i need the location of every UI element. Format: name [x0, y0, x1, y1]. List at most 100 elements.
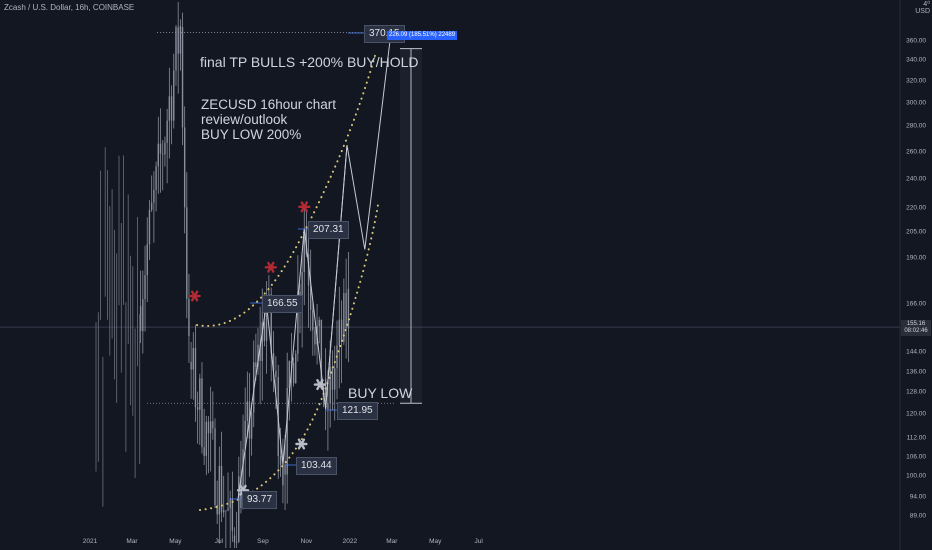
candle-body: [173, 70, 175, 121]
candle-body: [216, 504, 218, 515]
y-tick-label: 340.00: [906, 56, 926, 64]
candle-body: [338, 319, 340, 346]
projection-line: [237, 31, 392, 499]
candle-body: [139, 306, 142, 332]
price-levels: [147, 32, 422, 404]
candle-body: [314, 330, 316, 345]
candle-body: [227, 508, 229, 511]
candle-body: [214, 428, 216, 505]
x-tick-label: Mar: [126, 538, 138, 545]
candle-body: [275, 370, 277, 377]
x-tick-label: 2021: [82, 538, 98, 545]
price-label-121: 121.95: [337, 402, 378, 420]
current-price-value: 155.16: [906, 321, 926, 327]
candle-body: [290, 361, 293, 363]
candle-body: [288, 361, 291, 388]
y-tick-label: 89.00: [909, 512, 926, 520]
candle-body: [295, 353, 297, 384]
outlook-line-1: ZECUSD 16hour chart: [201, 97, 337, 112]
y-tick-label: 260.00: [906, 148, 926, 156]
y-tick-label: 240.00: [906, 175, 926, 183]
gray-asterisk-marker: [313, 379, 327, 391]
outlook-line-2: review/outlook: [201, 112, 288, 127]
y-tick-label: 106.00: [906, 453, 926, 461]
candle-body: [159, 143, 162, 154]
currency-corner[interactable]: 4⁰ USD: [915, 1, 930, 15]
candle-body: [263, 322, 266, 341]
marker-stroke: [300, 201, 308, 213]
markers: [188, 201, 327, 496]
candle-body: [331, 366, 334, 390]
x-tick-label: May: [429, 538, 442, 545]
candle-body: [164, 142, 166, 155]
current-price-countdown: 08:02:46: [904, 328, 928, 334]
lower-dotted-curve: [199, 204, 379, 511]
candle-body: [142, 299, 144, 332]
candle-body: [329, 366, 331, 404]
candle-body: [246, 401, 249, 421]
candle-body: [235, 541, 238, 543]
marker-stroke: [267, 261, 275, 273]
x-tick-label: Jul: [214, 538, 223, 545]
candle-body: [312, 309, 314, 331]
candle-body: [279, 456, 282, 465]
x-tick-label: May: [169, 538, 182, 545]
upper-dotted-curve: [196, 51, 377, 327]
candle-body: [307, 254, 310, 286]
candle-body: [320, 319, 323, 388]
candle-body: [192, 348, 194, 370]
candle-body: [257, 344, 259, 367]
candle-series: [95, 2, 350, 548]
gray-asterisk-marker: [295, 438, 308, 450]
candle-body: [343, 292, 345, 342]
y-tick-label: 120.00: [906, 410, 926, 418]
candle-body: [345, 292, 347, 329]
range-measure-tag: 226.09 (185.51%) 22489: [387, 31, 458, 40]
candle-body: [259, 344, 261, 362]
candle-body: [261, 322, 263, 362]
candle-body: [270, 294, 272, 354]
candle-body: [181, 27, 184, 128]
x-tick-label: Mar: [386, 538, 398, 545]
x-tick-label: 2022: [342, 538, 358, 545]
candle-body: [186, 207, 188, 299]
marker-stroke: [190, 290, 199, 302]
candle-body: [207, 421, 210, 434]
candle-body: [292, 362, 295, 384]
projection-path: [230, 31, 392, 500]
candle-body: [238, 476, 240, 542]
y-tick-label: 360.00: [906, 37, 926, 45]
candle-body: [318, 319, 320, 327]
candle-body: [170, 96, 173, 121]
candle-body: [201, 378, 203, 448]
candle-body: [265, 303, 268, 341]
candle-body: [309, 285, 312, 310]
candle-body: [250, 412, 253, 439]
y-tick-label: 320.00: [906, 77, 926, 85]
red-asterisk-marker: [298, 201, 311, 213]
candle-body: [282, 464, 284, 486]
candle-body: [272, 353, 275, 371]
y-tick-label: 300.00: [906, 99, 926, 107]
current-price-tag: 155.16 08:02:46: [901, 320, 931, 336]
price-label-207: 207.31: [308, 221, 349, 239]
outlook-annotation: ZECUSD 16hour chart review/outlook BUY L…: [201, 97, 336, 142]
marker-stroke: [297, 438, 306, 450]
range-fill: [400, 48, 422, 404]
candle-body: [244, 420, 246, 450]
candle-body: [190, 362, 192, 370]
candle-body: [148, 209, 151, 245]
red-asterisk-marker: [188, 290, 201, 302]
marker-stroke: [316, 379, 324, 391]
candle-body: [218, 465, 221, 515]
candle-body: [183, 127, 186, 208]
y-tick-label: 94.00: [909, 493, 926, 501]
candle-body: [347, 288, 350, 329]
candle-body: [199, 378, 201, 410]
candle-body: [340, 319, 343, 342]
candle-body: [196, 407, 199, 410]
candle-body: [222, 510, 225, 513]
y-tick-label: 166.00: [906, 300, 926, 308]
y-tick-label: 220.00: [906, 204, 926, 212]
